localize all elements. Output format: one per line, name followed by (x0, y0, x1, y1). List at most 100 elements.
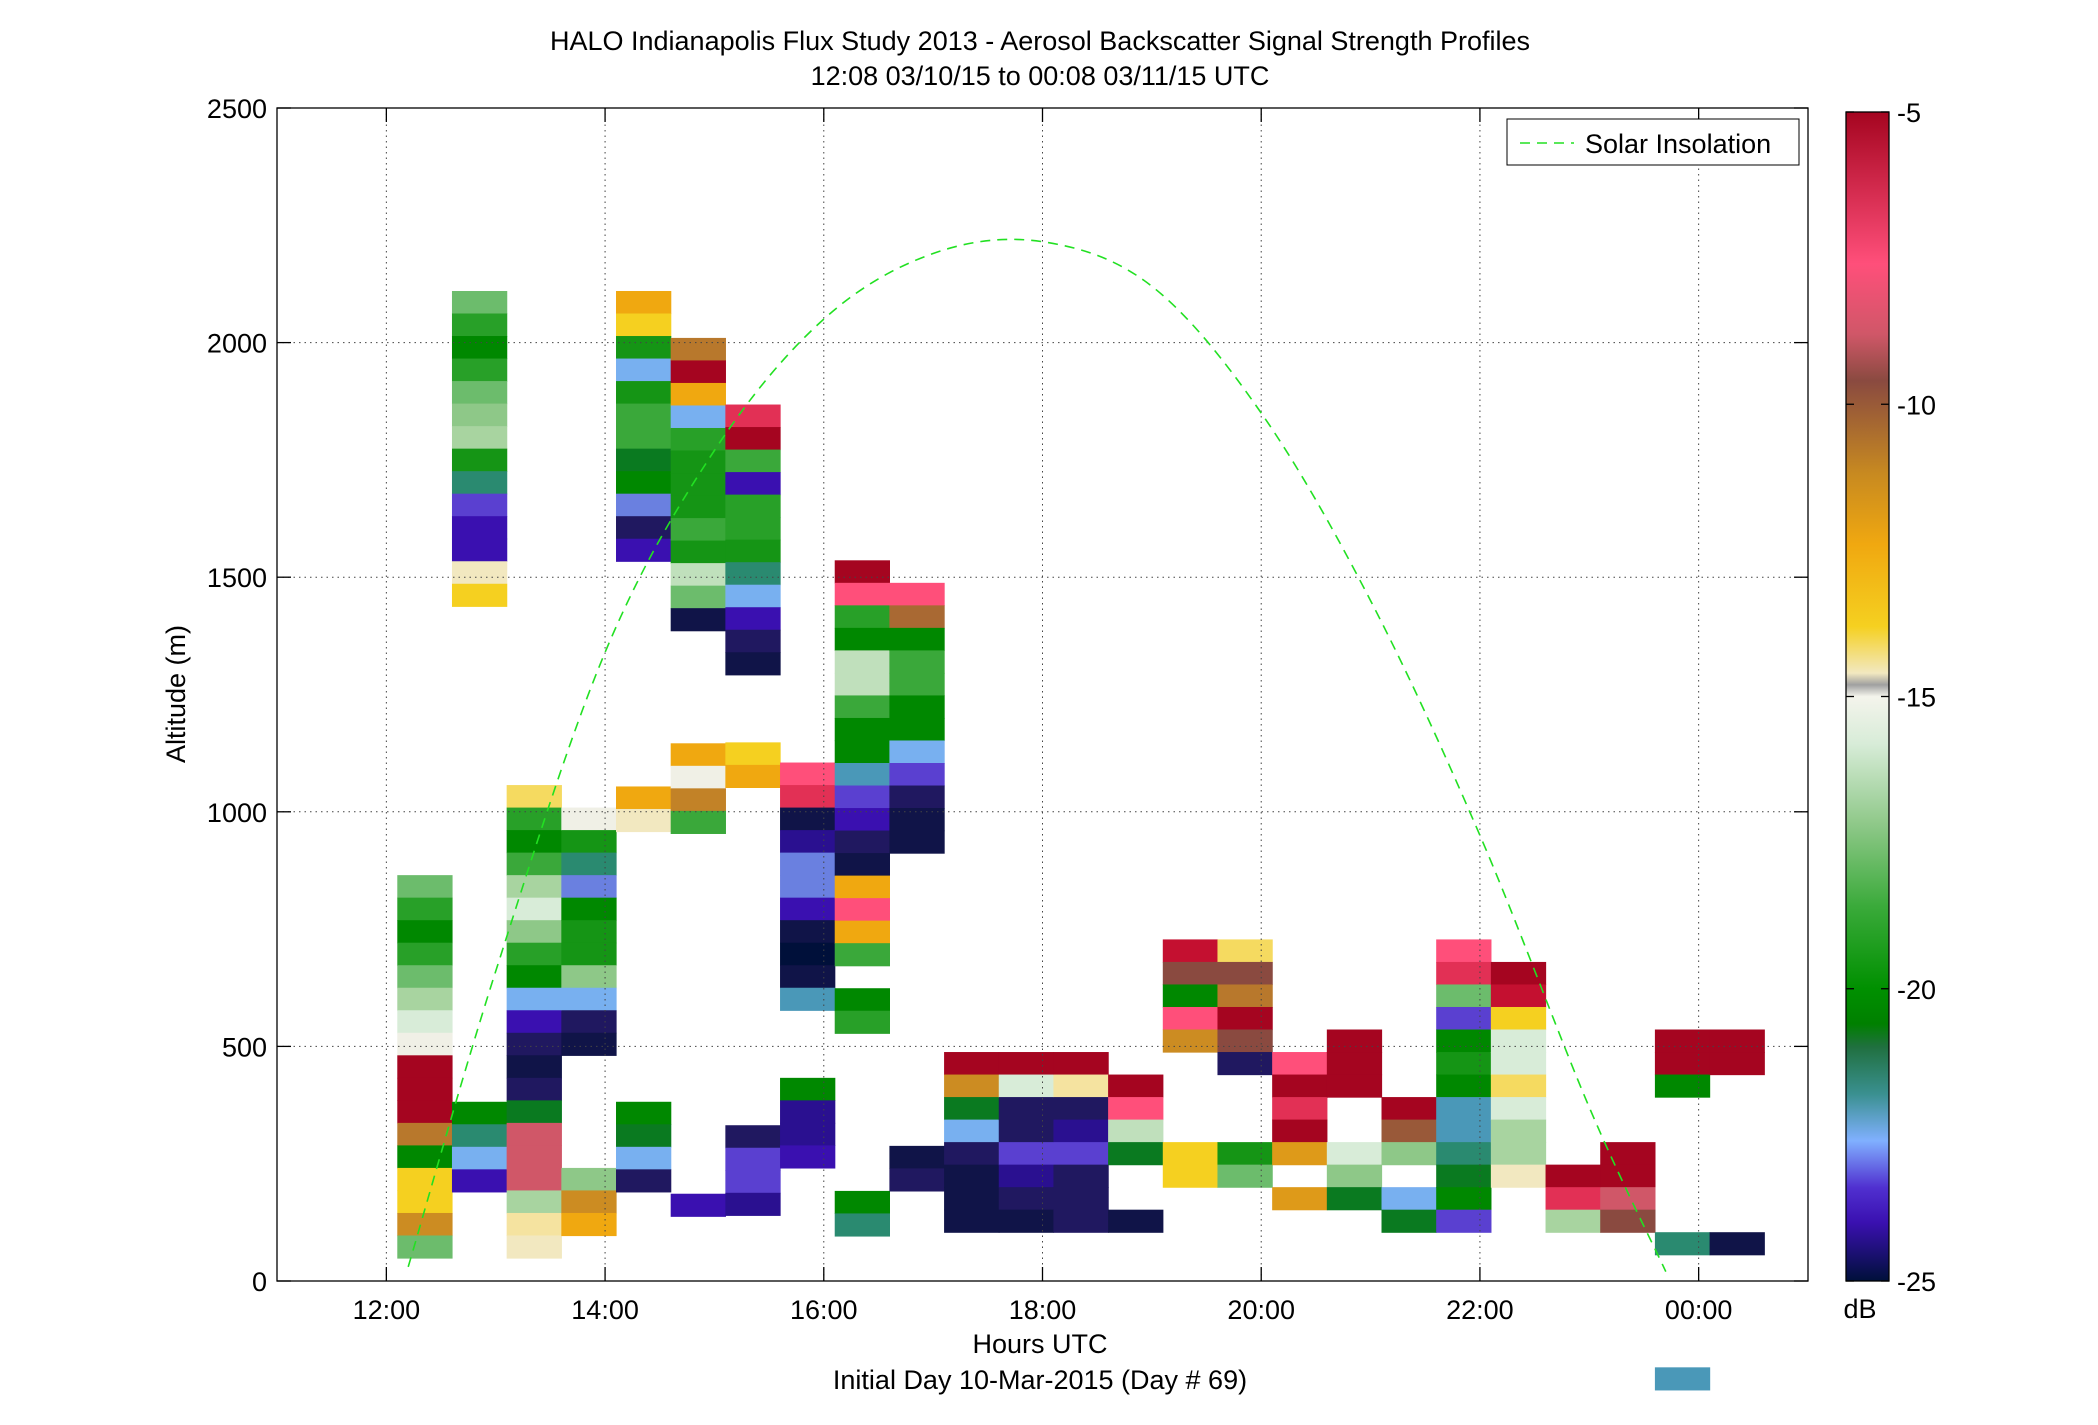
heatmap-cell-c10-r5 (944, 1097, 1000, 1121)
heatmap-cell-c0-r13 (397, 942, 453, 966)
heatmap-cell-c9-r15 (889, 830, 945, 854)
heatmap-cell-c7-r13 (780, 852, 836, 876)
heatmap-cell-c7-r10 (780, 920, 836, 944)
heatmap-cell-c5-r27 (670, 585, 726, 609)
axis-ticks: 12:00 14:00 16:00 18:00 20:00 22:00 00:00 0 500 1… (207, 94, 1808, 1325)
heatmap-cell-c6-r28 (725, 562, 781, 586)
heatmap-cell-c11-r1 (998, 1187, 1055, 1211)
heatmap-cell-c13-r5 (1108, 1097, 1164, 1121)
heatmap-cell-c5-r17 (670, 810, 726, 834)
heatmap-cell-c20-r1 (1490, 1142, 1547, 1166)
heatmap-cell-c20-r8 (1490, 984, 1547, 1008)
heatmap-cell-c0-r14 (397, 920, 453, 944)
heatmap-cell-c9-r24 (889, 627, 945, 651)
heatmap-cell-c8-r26 (834, 627, 890, 651)
heatmap-cell-c21-r0 (1545, 1209, 1601, 1233)
heatmap-cell-c4-r39 (616, 290, 672, 315)
heatmap-cell-c20-r9 (1490, 961, 1547, 986)
heatmap-cell-c20-r7 (1490, 1006, 1547, 1031)
heatmap-cell-c10-r2 (944, 1164, 1000, 1188)
y-tick-label-3: 1500 (207, 563, 267, 593)
heatmap-cell-c2-r10 (506, 1010, 562, 1034)
heatmap-cell-c7-r12 (780, 875, 836, 899)
heatmap-cell-c19-r0 (1436, 1209, 1492, 1233)
heatmap-cell-c22-r0 (1600, 1209, 1656, 1233)
heatmap-cell-c5-r31 (670, 495, 726, 519)
heatmap-cell-c2-r19 (506, 807, 562, 831)
x-tick-label-0: 12:00 (353, 1295, 421, 1325)
heatmap-cell-c3-r8 (561, 1032, 617, 1056)
heatmap-cell-c8-r22 (834, 717, 890, 742)
heatmap-cell-c7-r16 (780, 785, 836, 809)
heatmap-cell-c0-r11 (397, 987, 453, 1011)
heatmap-cell-c0-r15 (397, 897, 453, 921)
heatmap-cell-c2-r0 (506, 1235, 562, 1259)
heatmap-cell-c13-r4 (1108, 1119, 1164, 1143)
heatmap-cell-c20-r5 (1490, 1052, 1547, 1076)
heatmap-cell-c3-r2 (561, 1167, 617, 1192)
heatmap-cell-c7-r9 (780, 942, 836, 966)
heatmap-cell-c11-r2 (998, 1164, 1055, 1188)
heatmap-cell-c3-r1 (561, 1190, 617, 1214)
heatmap-cell-c19-r11 (1436, 961, 1492, 986)
heatmap-cell-c18-r5 (1381, 1097, 1437, 1121)
heatmap-cell-c12-r1 (1053, 1187, 1109, 1211)
heatmap-cell-c3-r15 (561, 875, 617, 899)
heatmap-cell-c6-r26 (725, 607, 781, 631)
heatmap-cell-c4-r28 (616, 538, 672, 562)
heatmap-cell-c0-r7 (397, 1077, 453, 1101)
heatmap-cell-c17-r2 (1326, 1142, 1383, 1166)
heatmap-cell-c2-r9 (506, 1032, 562, 1056)
heatmap-cell-c2-r3 (506, 1167, 562, 1192)
heatmap-cell-c5-r19 (670, 765, 726, 789)
heatmap-cell-c1-r37 (451, 336, 508, 360)
x-axis-sublabel: Initial Day 10-Mar-2015 (Day # 69) (833, 1365, 1247, 1395)
heatmap-cell-c9-r25 (889, 605, 945, 629)
heatmap-cell-c11-r5 (998, 1097, 1055, 1121)
heatmap-cell-c15-r10 (1217, 939, 1273, 963)
heatmap-cell-c11-r0 (998, 1209, 1055, 1233)
heatmap-cell-c7-r17 (780, 762, 836, 786)
heatmap-cell-c14-r7 (1162, 1006, 1219, 1031)
colorbar-tick-label-4: -25 (1897, 1267, 1936, 1297)
heatmap-cell-c8-r12 (834, 943, 890, 967)
heatmap-cell-c20-r0 (1490, 1164, 1547, 1188)
heatmap-cell-c12-r2 (1053, 1164, 1109, 1188)
heatmap-cell-c12-r7 (1053, 1052, 1109, 1076)
heatmap-cell-c8-r28 (834, 582, 890, 606)
heatmap-cell-c7-r7 (780, 987, 836, 1011)
heatmap-cell-c19-r4 (1436, 1119, 1492, 1143)
heatmap-cell-c6-r3 (725, 1125, 781, 1149)
heatmap-cell-c21-r1 (1545, 1187, 1601, 1211)
heatmap-cell-c15-r0 (1217, 1164, 1273, 1188)
heatmap-cell-c4-r33 (616, 426, 672, 450)
heatmap-cell-c5-r34 (670, 427, 726, 452)
heatmap-cell-c2-r18 (506, 830, 562, 854)
heatmap-cell-c1-r2 (451, 1124, 508, 1148)
heatmap-cell-c12-r4 (1053, 1119, 1109, 1143)
heatmap-cell-c7-r11 (780, 897, 836, 921)
heatmap-cell-c8-r1 (834, 1190, 890, 1215)
heatmap-cell-c3-r16 (561, 852, 617, 876)
y-tick-label-4: 2000 (207, 329, 267, 359)
heatmap-cell-c1-r32 (451, 448, 508, 472)
heatmap-cell-c3-r11 (561, 965, 617, 989)
heatmap-cell-c5-r32 (670, 473, 726, 497)
heatmap-cell-c24-r0 (1709, 1232, 1765, 1256)
heatmap-cell-c5-r37 (670, 360, 726, 384)
heatmap-cell-c17-r7 (1326, 1029, 1383, 1053)
heatmap-cell-c1-r1 (451, 1146, 508, 1170)
heatmap-cell-c0-r9 (397, 1032, 453, 1056)
heatmap-cell-c8-r9 (834, 1010, 890, 1034)
heatmap-cell-c1-r39 (451, 290, 508, 315)
heatmap-cell-c16-r5 (1272, 1074, 1328, 1098)
heatmap-cell-c8-r21 (834, 740, 890, 764)
heatmap-cell-c6-r24 (725, 652, 781, 676)
heatmap-cell-c6-r20 (725, 742, 781, 766)
heatmap-cell-c17-r0 (1326, 1187, 1383, 1211)
heatmap-cell-c6-r34 (725, 427, 781, 451)
heatmap-cell-c8-r24 (834, 672, 890, 697)
y-tick-label-0: 0 (252, 1267, 267, 1297)
heatmap-cell-c14-r10 (1162, 939, 1219, 963)
